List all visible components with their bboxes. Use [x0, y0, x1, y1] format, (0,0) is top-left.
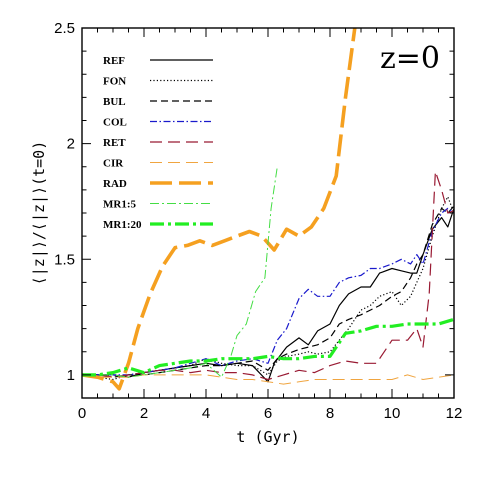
x-tick-label: 4	[202, 405, 210, 422]
legend-label: RAD	[103, 178, 127, 190]
y-tick-label: 1	[67, 367, 75, 384]
y-axis-title: ⟨|z|⟩/⟨|z|⟩(t=0)	[30, 141, 48, 286]
legend-label: MR1:5	[103, 199, 136, 211]
series-layer	[82, 28, 454, 391]
tick-layer: 0 2 4 6 8 10 12 1 1.5 2 2.5	[54, 20, 462, 422]
legend-label: FON	[103, 76, 126, 88]
panel-label: z=0	[380, 41, 440, 76]
x-tick-label: 0	[78, 405, 86, 422]
x-tick-label: 12	[446, 405, 463, 422]
legend-label: RET	[103, 137, 126, 149]
legend: REF FON BUL COL RET CIR RAD MR1:5 MR1:20	[103, 55, 213, 231]
y-tick-label: 2.5	[54, 20, 75, 37]
series-line-bul	[82, 205, 454, 378]
x-axis-title: t (Gyr)	[236, 428, 299, 446]
series-line-ref	[82, 208, 454, 383]
x-tick-label: 6	[264, 405, 272, 422]
x-tick-label: 10	[384, 405, 401, 422]
legend-label: COL	[103, 117, 127, 129]
plot-frame	[81, 27, 455, 399]
legend-label: BUL	[103, 96, 126, 108]
series-line-mr1-5	[82, 166, 278, 378]
legend-label: CIR	[103, 158, 124, 170]
series-line-fon	[82, 196, 454, 381]
series-line-cir	[82, 374, 454, 385]
y-tick-label: 1.5	[54, 251, 75, 268]
series-line-mr1-20	[82, 317, 454, 377]
series-line-ret	[82, 170, 454, 381]
legend-label: MR1:20	[103, 219, 142, 231]
x-tick-label: 2	[140, 405, 148, 422]
x-tick-label: 8	[326, 405, 334, 422]
legend-label: REF	[103, 55, 125, 67]
y-tick-label: 2	[67, 136, 75, 153]
series-line-col	[82, 207, 454, 376]
